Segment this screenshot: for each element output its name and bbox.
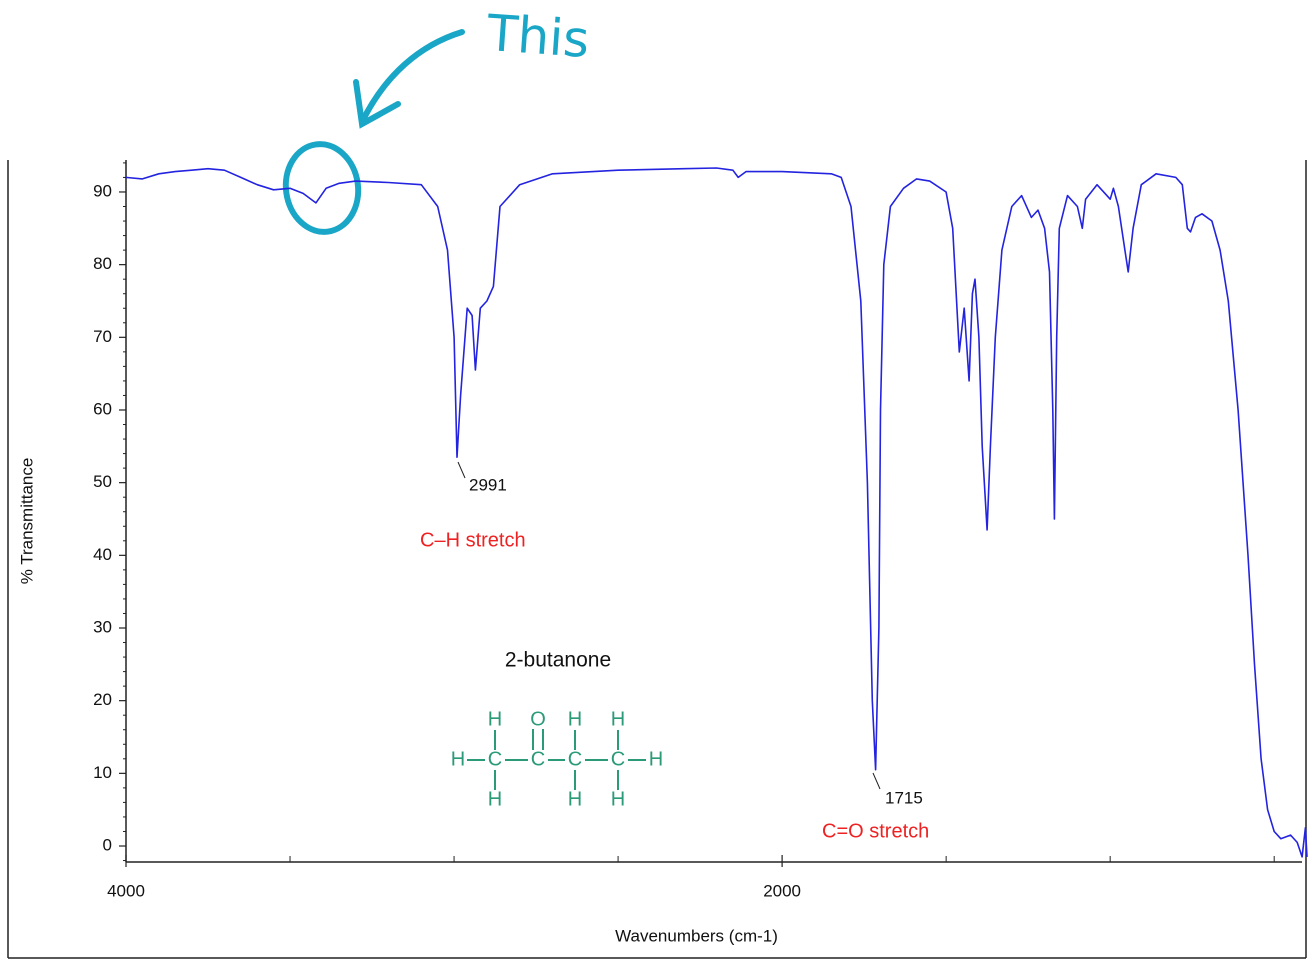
atom-label: H bbox=[488, 788, 502, 810]
y-tick-label: 10 bbox=[93, 763, 112, 782]
atom-label: H bbox=[451, 748, 465, 770]
structure bbox=[467, 729, 646, 790]
annotation: C=O stretch bbox=[822, 820, 929, 842]
atom-label: H bbox=[611, 708, 625, 730]
circle-mark bbox=[282, 141, 362, 235]
y-tick-label: 30 bbox=[93, 617, 112, 636]
atom-label: H bbox=[568, 708, 582, 730]
y-tick-label: 40 bbox=[93, 545, 112, 564]
y-axis-label: % Transmittance bbox=[17, 458, 36, 585]
atom-label: C bbox=[611, 748, 625, 770]
atom-label: H bbox=[488, 708, 502, 730]
arrow-head bbox=[353, 79, 401, 129]
x-tick-label: 4000 bbox=[107, 881, 145, 900]
arrow-shaft bbox=[359, 29, 465, 125]
annotation: 2-butanone bbox=[505, 649, 611, 672]
y-tick-label: 0 bbox=[103, 835, 112, 854]
atom-label: C bbox=[531, 748, 545, 770]
frame bbox=[7, 160, 1307, 959]
handwritten-label: This bbox=[484, 4, 591, 69]
annotation: 2991 bbox=[469, 475, 507, 494]
atom-label: H bbox=[568, 788, 582, 810]
spectrum-line bbox=[125, 167, 1308, 858]
annotation: 1715 bbox=[885, 788, 923, 807]
y-tick-label: 90 bbox=[93, 181, 112, 200]
leader-line bbox=[457, 461, 466, 479]
y-tick-label: 50 bbox=[93, 472, 112, 491]
y-tick-label: 20 bbox=[93, 690, 112, 709]
atom-label: H bbox=[611, 788, 625, 810]
atom-label: C bbox=[568, 748, 582, 770]
leader-line bbox=[872, 772, 881, 790]
y-tick-label: 60 bbox=[93, 399, 112, 418]
atom-label: H bbox=[649, 748, 663, 770]
atom-label: C bbox=[488, 748, 502, 770]
hand-annotation bbox=[282, 29, 465, 235]
x-axis-label: Wavenumbers (cm-1) bbox=[615, 926, 778, 945]
x-tick-label: 2000 bbox=[763, 881, 801, 900]
atom-label: O bbox=[530, 708, 546, 730]
y-tick-label: 80 bbox=[93, 254, 112, 273]
y-tick-label: 70 bbox=[93, 327, 112, 346]
annotation: C–H stretch bbox=[420, 529, 526, 551]
